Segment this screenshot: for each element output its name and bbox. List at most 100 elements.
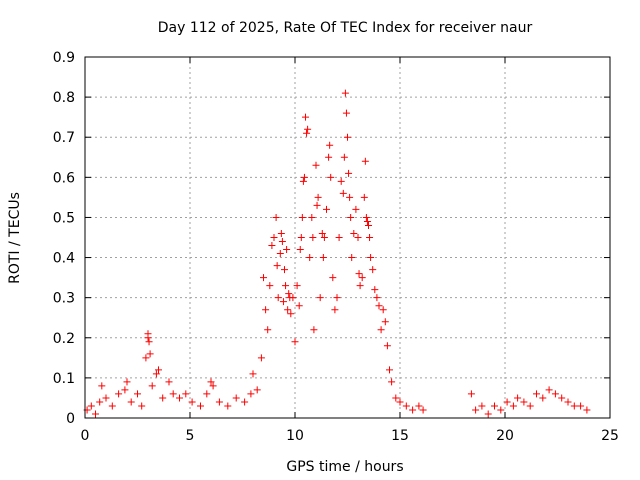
grid-lines <box>85 57 610 418</box>
y-tick-label: 0 <box>66 411 75 427</box>
data-point <box>276 250 284 258</box>
data-point <box>159 394 167 402</box>
axis-ticks <box>84 56 611 419</box>
data-point <box>564 398 572 406</box>
data-point <box>545 386 553 394</box>
data-point <box>326 141 334 149</box>
data-point <box>570 402 578 410</box>
data-point <box>345 169 353 177</box>
data-point <box>182 390 190 398</box>
data-point <box>361 157 369 165</box>
data-point <box>303 129 311 137</box>
data-point <box>253 386 261 394</box>
data-point <box>514 394 522 402</box>
y-axis-label: ROTI / TECUs <box>7 192 23 284</box>
data-point <box>369 266 377 274</box>
data-point <box>270 234 278 241</box>
data-point <box>358 274 366 282</box>
data-point <box>87 402 95 410</box>
data-point <box>144 334 152 342</box>
y-tick-label: 0.7 <box>53 130 75 146</box>
data-point <box>346 193 354 201</box>
data-point <box>371 286 379 294</box>
y-tick-label: 0.5 <box>53 210 75 226</box>
data-point <box>285 290 293 298</box>
data-point <box>392 394 400 402</box>
y-tick-label: 0.9 <box>53 50 75 66</box>
data-point <box>279 298 287 306</box>
data-point <box>277 229 285 237</box>
data-point <box>379 306 387 314</box>
data-point <box>360 193 368 201</box>
data-point <box>96 398 104 406</box>
x-tick-label: 5 <box>186 428 195 444</box>
data-point <box>313 201 321 209</box>
data-point <box>352 205 360 213</box>
data-point <box>155 366 162 374</box>
data-point <box>310 326 318 334</box>
data-point <box>386 366 393 374</box>
data-point <box>383 342 391 350</box>
data-point <box>577 402 585 410</box>
data-point <box>396 398 404 406</box>
data-point <box>300 173 308 181</box>
data-point <box>533 390 540 398</box>
data-point <box>145 338 153 346</box>
data-points <box>83 89 591 418</box>
data-point <box>327 173 335 181</box>
data-point <box>289 294 297 302</box>
data-point <box>551 390 559 398</box>
data-point <box>415 402 423 410</box>
data-point <box>363 217 371 225</box>
data-point <box>342 109 350 117</box>
data-point <box>241 398 249 406</box>
data-point <box>203 390 211 398</box>
data-point <box>583 406 591 414</box>
x-tick-labels: 0 5 10 15 20 25 <box>81 428 619 444</box>
x-tick-label: 15 <box>391 428 409 444</box>
data-point <box>98 382 106 390</box>
data-point <box>92 410 99 418</box>
data-point <box>232 394 240 402</box>
data-point <box>316 294 324 302</box>
data-point <box>409 406 417 414</box>
data-point <box>260 274 267 282</box>
data-point <box>249 370 257 378</box>
data-point <box>381 318 389 326</box>
data-point <box>108 402 116 410</box>
data-point <box>146 350 154 358</box>
x-axis-label: GPS time / hours <box>286 459 403 475</box>
data-point <box>266 282 274 290</box>
data-point <box>497 406 505 414</box>
data-point <box>296 246 304 254</box>
data-point <box>350 229 358 237</box>
data-point <box>325 153 333 161</box>
data-point <box>331 306 339 314</box>
data-point <box>323 205 330 213</box>
y-tick-label: 0.3 <box>53 291 75 307</box>
data-point <box>148 382 156 390</box>
data-point <box>165 378 173 386</box>
data-point <box>347 213 355 221</box>
data-point <box>247 390 255 398</box>
data-point <box>388 378 396 386</box>
data-point <box>302 113 309 121</box>
data-point <box>176 394 183 402</box>
data-point <box>282 282 290 290</box>
data-point <box>295 302 303 310</box>
data-point <box>365 221 372 229</box>
data-point <box>472 406 480 414</box>
data-point <box>309 234 317 241</box>
data-point <box>273 262 281 270</box>
data-point <box>224 402 232 410</box>
data-point <box>308 213 316 221</box>
data-point <box>304 125 312 133</box>
x-tick-label: 20 <box>496 428 514 444</box>
data-point <box>312 161 320 169</box>
data-point <box>335 234 343 241</box>
x-tick-label: 0 <box>81 428 90 444</box>
x-tick-label: 25 <box>601 428 619 444</box>
data-point <box>340 153 348 161</box>
data-point <box>138 402 146 410</box>
